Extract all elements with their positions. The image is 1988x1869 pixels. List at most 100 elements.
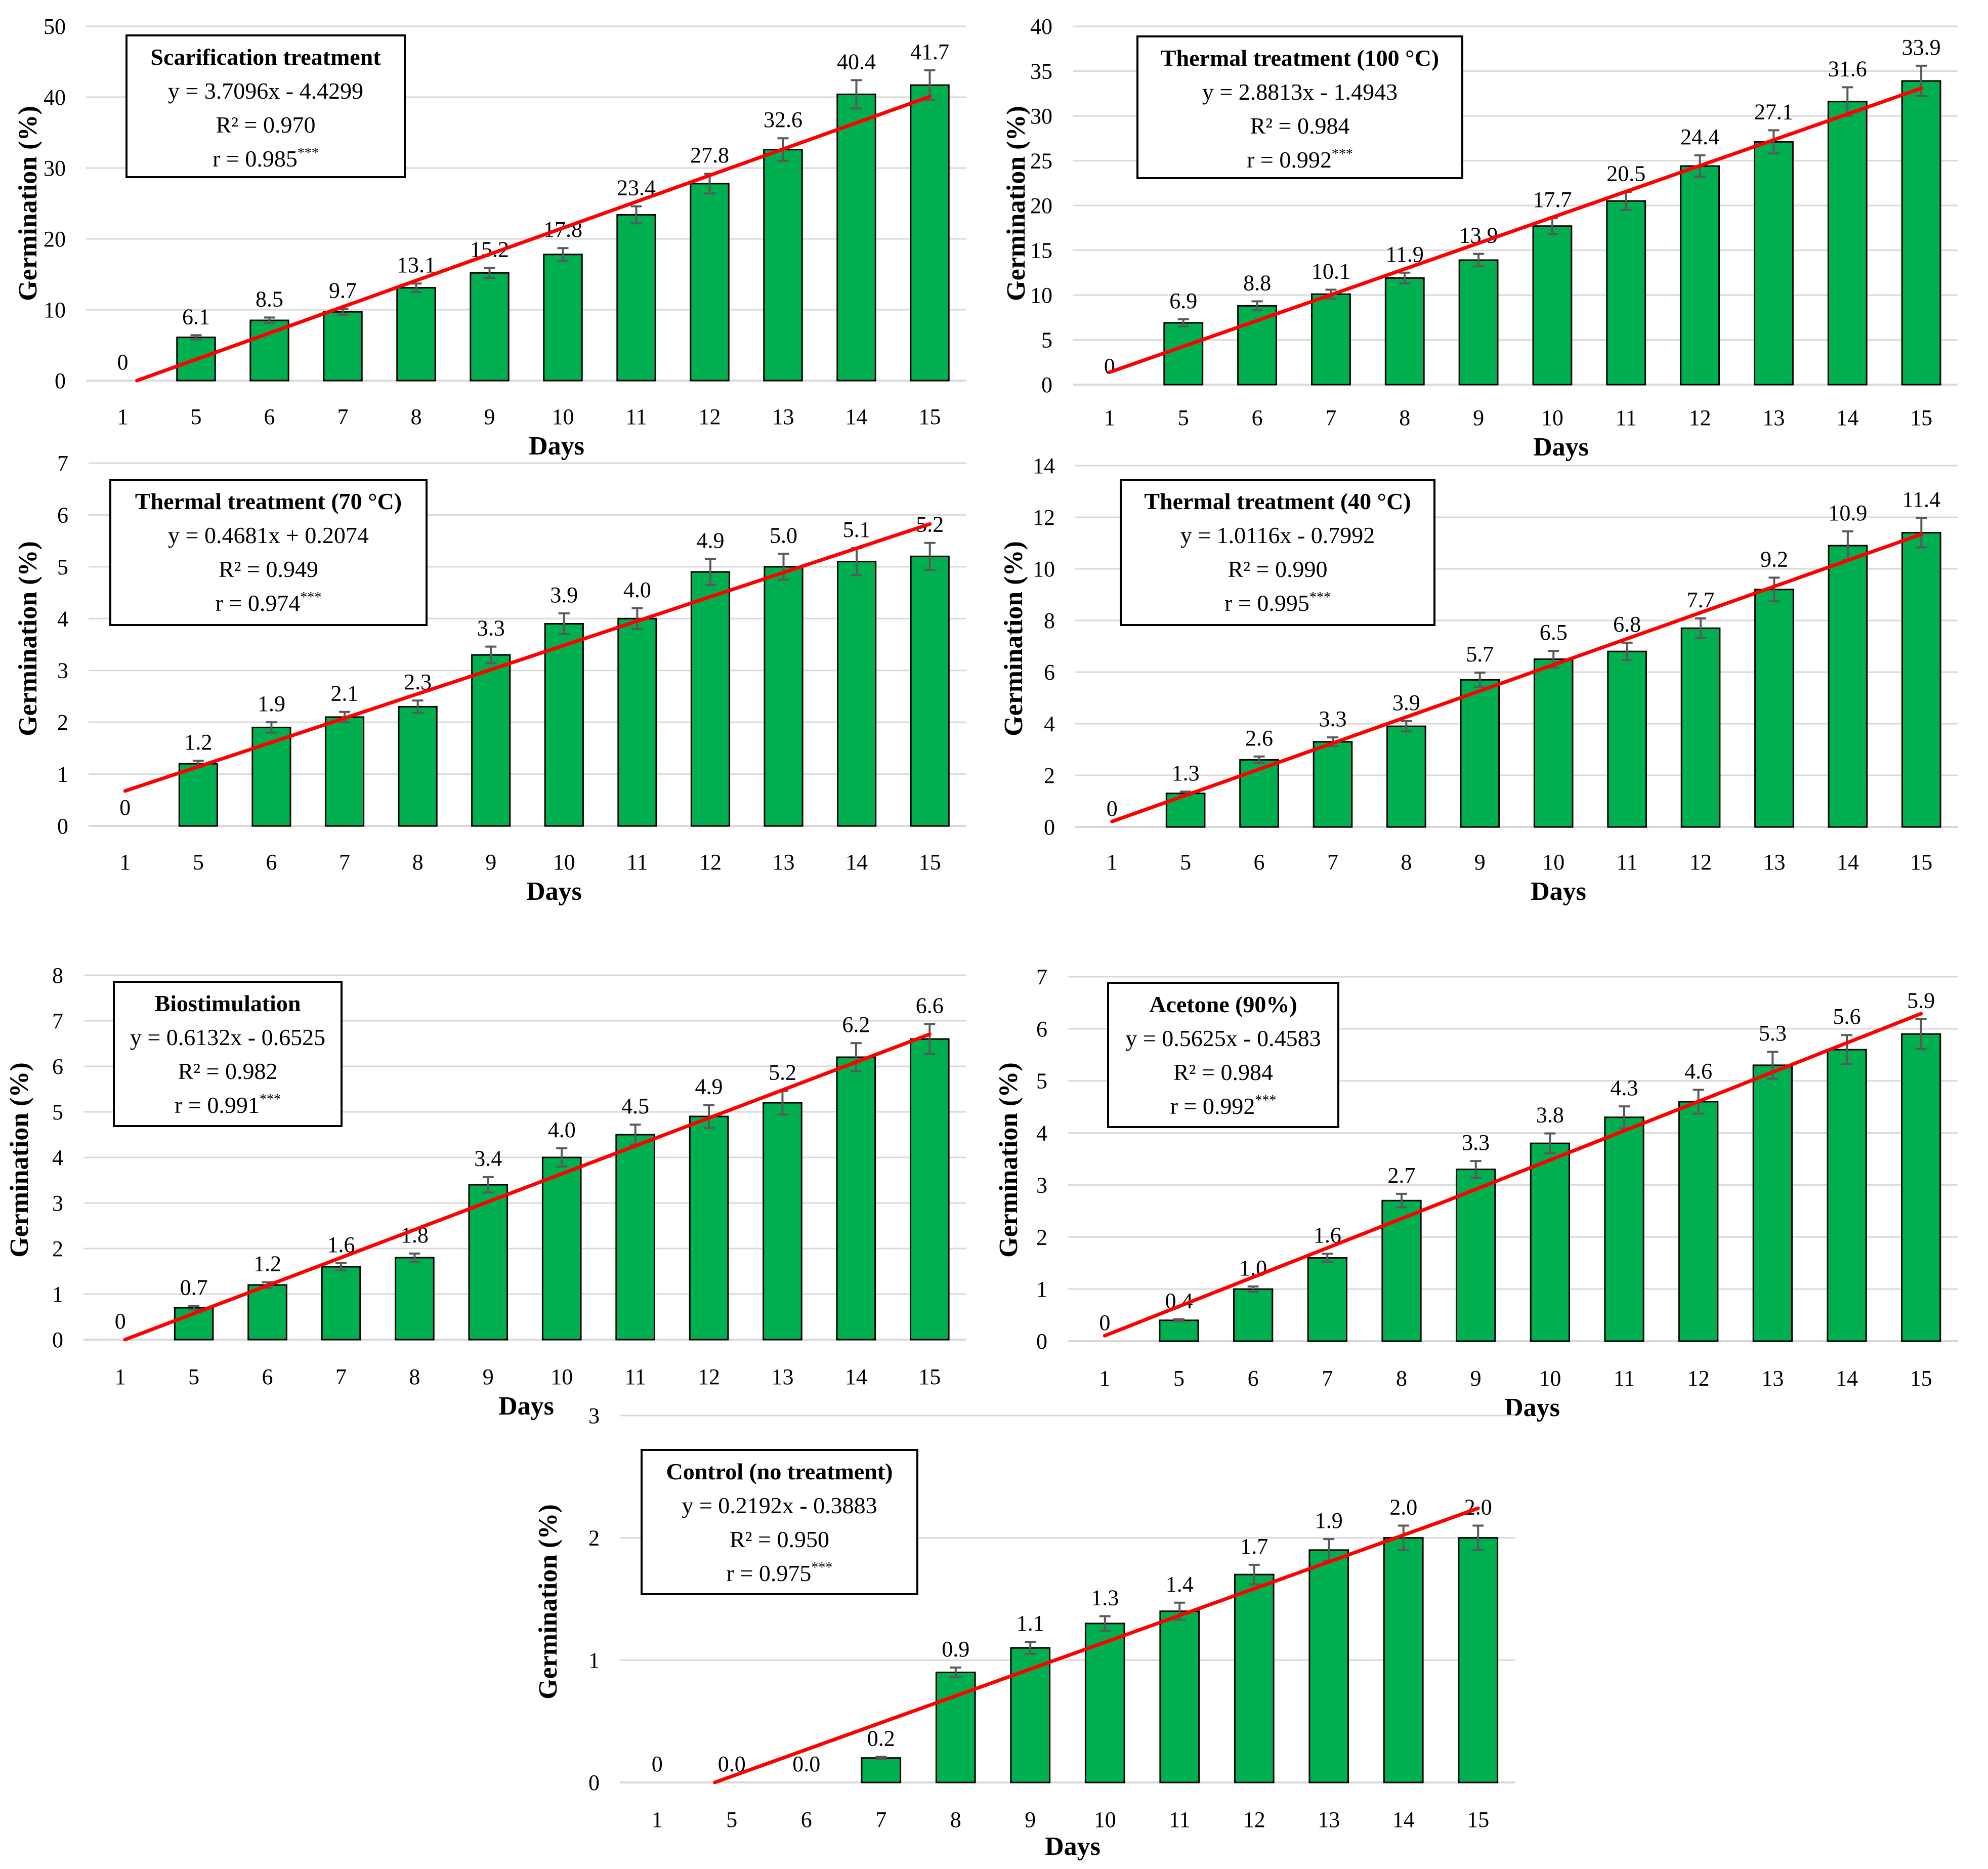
bar-day-9	[471, 654, 511, 827]
y-tick-label: 7	[57, 451, 68, 476]
error-bar	[556, 1147, 568, 1168]
bar-day-14	[836, 93, 876, 382]
data-label: 11.4	[1902, 487, 1940, 512]
bar-day-9	[1460, 679, 1500, 828]
data-label: 10.1	[1312, 259, 1350, 283]
x-axis-title: Days	[1045, 1832, 1101, 1861]
y-tick-label: 0	[1044, 815, 1055, 840]
x-tick-label: 9	[484, 404, 495, 429]
x-tick-label: 14	[845, 850, 868, 875]
x-tick-label: 1	[1099, 1366, 1110, 1391]
x-tick-label: 9	[1470, 1366, 1482, 1391]
y-tick-label: 35	[1030, 59, 1052, 84]
equation-box-frame	[125, 34, 406, 178]
x-tick-label: 13	[773, 850, 795, 875]
x-tick-label: 9	[1025, 1807, 1036, 1832]
bar-day-8	[396, 287, 436, 382]
y-tick-label: 14	[1033, 453, 1055, 478]
bar-day-8	[398, 705, 438, 827]
data-label: 9.7	[329, 278, 357, 303]
x-tick-label: 14	[845, 1364, 867, 1389]
data-label: 2.0	[1389, 1495, 1417, 1520]
error-bar	[485, 645, 497, 664]
data-label: 0.2	[867, 1726, 895, 1751]
y-tick-label: 6	[57, 503, 68, 527]
x-tick-label: 11	[1614, 1366, 1635, 1391]
y-tick-label: 7	[1036, 965, 1047, 989]
x-tick-label: 13	[772, 404, 794, 429]
bar-day-7	[321, 1266, 361, 1341]
x-tick-label: 7	[339, 850, 350, 875]
y-tick-label: 3	[1036, 1173, 1047, 1197]
x-axis-title: Days	[1533, 433, 1589, 462]
data-label: 3.3	[477, 616, 505, 641]
x-tick-label: 5	[726, 1807, 737, 1832]
error-bar	[1472, 1524, 1484, 1551]
x-tick-label: 5	[193, 850, 204, 875]
data-label: 40.4	[837, 49, 876, 74]
data-label: 1.9	[1315, 1508, 1343, 1533]
x-tick-label: 13	[1761, 1366, 1784, 1391]
data-label: 1.9	[258, 691, 285, 716]
x-tick-label: 15	[919, 850, 941, 875]
bar-day-8	[935, 1672, 976, 1783]
y-tick-label: 3	[588, 1403, 600, 1428]
trendline	[135, 95, 932, 383]
y-tick-label: 0	[57, 814, 68, 839]
x-tick-label: 15	[1910, 850, 1932, 875]
data-label: 11.9	[1386, 242, 1424, 267]
error-bar	[1025, 1641, 1036, 1655]
y-axis-title: Germination (%)	[999, 541, 1028, 736]
data-label: 5.2	[769, 1060, 796, 1085]
bar-day-12	[1678, 1101, 1719, 1342]
bar-day-6	[247, 1284, 287, 1341]
data-label: 5.3	[1759, 1021, 1787, 1046]
bar-day-13	[763, 1102, 802, 1341]
x-tick-label: 10	[1541, 405, 1563, 430]
trendline	[1110, 532, 1923, 823]
error-bar	[1173, 1318, 1185, 1322]
data-label: 6.6	[916, 993, 944, 1018]
data-label: 0	[1107, 796, 1118, 821]
bar-day-12	[1680, 627, 1721, 828]
trend-equation: y = 0.2192x - 0.3883	[682, 1492, 877, 1518]
y-axis-title: Germination (%)	[534, 1504, 563, 1699]
x-tick-label: 5	[1173, 1366, 1185, 1391]
error-bar	[264, 316, 275, 324]
x-tick-label: 8	[950, 1807, 961, 1832]
trendline	[123, 1032, 932, 1342]
trendline	[1103, 1012, 1923, 1338]
data-label: 3.3	[1319, 707, 1346, 731]
equation-box: Thermal treatment (40 °C) y = 1.0116x - 0…	[1120, 479, 1435, 626]
data-label: 0.0	[792, 1752, 820, 1776]
data-label: 2.6	[1245, 726, 1273, 751]
data-label: 5.6	[1833, 1004, 1861, 1029]
data-label: 1.4	[1166, 1572, 1194, 1597]
bar-day-14	[1827, 1049, 1867, 1342]
y-tick-label: 2	[1044, 763, 1055, 788]
bar-day-10	[544, 623, 584, 827]
bar-day-11	[616, 214, 656, 382]
trend-equation: y = 0.6132x - 0.6525	[130, 1024, 325, 1050]
data-label: 33.9	[1902, 35, 1941, 60]
equation-box-frame	[1107, 982, 1339, 1128]
chart-panel-2: 0510152025303540016.958.8610.1711.9813.9…	[1002, 14, 1958, 462]
x-tick-label: 9	[485, 850, 496, 875]
chart-title: Thermal treatment (70 °C)	[135, 488, 402, 514]
data-label: 6.5	[1540, 620, 1568, 645]
error-bar	[335, 1262, 347, 1272]
r-squared: R² = 0.950	[730, 1526, 829, 1552]
data-label: 6.8	[1613, 612, 1641, 637]
x-tick-label: 7	[1325, 405, 1336, 430]
error-bar	[631, 607, 643, 630]
y-tick-label: 2	[57, 710, 68, 735]
equation-box: Thermal treatment (100 °C) y = 2.8813x - …	[1136, 35, 1463, 179]
data-label: 3.9	[550, 583, 578, 607]
error-bar	[1177, 318, 1189, 327]
data-label: 5.1	[843, 517, 871, 542]
chart-panel-7: 0123010.050.060.270.981.191.3101.4111.71…	[534, 1403, 1515, 1861]
x-axis-title: Days	[1504, 1393, 1560, 1422]
y-tick-label: 15	[1030, 238, 1052, 263]
x-tick-label: 13	[1762, 405, 1785, 430]
data-label: 13.1	[397, 253, 436, 277]
